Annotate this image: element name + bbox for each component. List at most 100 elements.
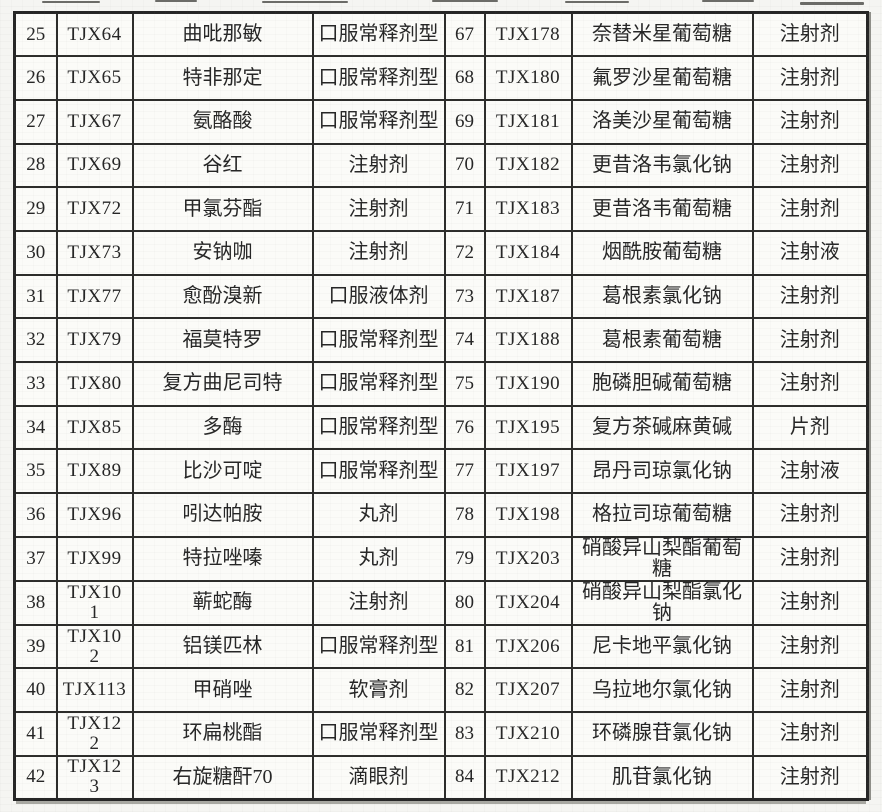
cell-drug-code: TJX113 — [55, 667, 134, 714]
table-row: 25 TJX64 曲吡那敏 口服常释剂型 67 TJX178 奈替米星葡萄糖 注射剂 — [13, 11, 869, 58]
drug-list-table: 25 TJX64 曲吡那敏 口服常释剂型 67 TJX178 奈替米星葡萄糖 注射剂 26 TJX… — [13, 11, 869, 801]
cell-drug-name: 甲硝唑 — [131, 667, 314, 714]
cell-drug-name: 比沙可啶 — [131, 448, 314, 495]
cell-row-no: 29 — [13, 186, 58, 232]
cell-row-no: 73 — [443, 273, 486, 320]
cell-drug-name: 葛根素氯化钠 — [570, 273, 754, 320]
cell-drug-code: TJX122 — [55, 711, 134, 757]
cell-drug-name: 葛根素葡萄糖 — [570, 317, 754, 363]
table-row: 41 TJX122 环扁桃酯 口服常释剂型 83 TJX210 环磷腺苷氯化钠 注射剂 — [13, 711, 869, 757]
cell-drug-code: TJX187 — [483, 273, 573, 320]
cell-drug-code: TJX77 — [55, 273, 134, 320]
cell-row-no: 41 — [13, 711, 58, 757]
cell-dosage-form: 注射剂 — [311, 186, 446, 232]
cell-drug-name: 硝酸异山梨酯葡萄糖 — [570, 535, 754, 582]
cell-dosage-form: 口服常释剂型 — [311, 98, 446, 145]
cell-drug-code: TJX89 — [55, 448, 134, 495]
cell-row-no: 70 — [443, 142, 486, 189]
cell-drug-name: 右旋糖酐70 — [131, 754, 314, 801]
cell-row-no: 81 — [443, 623, 486, 670]
scan-artifact — [262, 1, 348, 3]
cell-dosage-form: 软膏剂 — [311, 667, 446, 714]
cell-row-no: 74 — [443, 317, 486, 363]
cell-dosage-form: 注射剂 — [751, 142, 869, 189]
cell-drug-code: TJX207 — [483, 667, 573, 714]
cell-drug-code: TJX182 — [483, 142, 573, 189]
cell-drug-name: 氨酪酸 — [131, 98, 314, 145]
cell-dosage-form: 注射剂 — [751, 186, 869, 232]
cell-dosage-form: 口服常释剂型 — [311, 448, 446, 495]
cell-drug-code: TJX203 — [483, 535, 573, 582]
cell-dosage-form: 口服常释剂型 — [311, 317, 446, 363]
cell-drug-code: TJX206 — [483, 623, 573, 670]
cell-drug-name: 环扁桃酯 — [131, 711, 314, 757]
cell-drug-code: TJX80 — [55, 361, 134, 407]
cell-dosage-form: 注射剂 — [751, 98, 869, 145]
cell-dosage-form: 注射液 — [751, 448, 869, 495]
table-row: 35 TJX89 比沙可啶 口服常释剂型 77 TJX197 昂丹司琼氯化钠 注射液 — [13, 448, 869, 495]
cell-drug-code: TJX85 — [55, 404, 134, 451]
scan-artifact — [432, 0, 498, 2]
cell-dosage-form: 注射剂 — [751, 55, 869, 101]
cell-dosage-form: 注射剂 — [751, 579, 869, 626]
cell-drug-code: TJX181 — [483, 98, 573, 145]
cell-dosage-form: 注射剂 — [751, 492, 869, 538]
cell-dosage-form: 注射剂 — [751, 535, 869, 582]
table-row: 26 TJX65 特非那定 口服常释剂型 68 TJX180 氟罗沙星葡萄糖 注射剂 — [13, 55, 869, 101]
cell-row-no: 26 — [13, 55, 58, 101]
cell-dosage-form: 丸剂 — [311, 492, 446, 538]
cell-dosage-form: 丸剂 — [311, 535, 446, 582]
cell-drug-code: TJX123 — [55, 754, 134, 801]
cell-drug-name: 吲达帕胺 — [131, 492, 314, 538]
cell-drug-name: 烟酰胺葡萄糖 — [570, 229, 754, 276]
cell-dosage-form: 口服常释剂型 — [311, 711, 446, 757]
cell-drug-name: 福莫特罗 — [131, 317, 314, 363]
cell-drug-name: 胞磷胆碱葡萄糖 — [570, 361, 754, 407]
cell-dosage-form: 口服液体剂 — [311, 273, 446, 320]
table-row: 29 TJX72 甲氯芬酯 注射剂 71 TJX183 更昔洛韦葡萄糖 注射剂 — [13, 186, 869, 232]
cell-dosage-form: 口服常释剂型 — [311, 361, 446, 407]
cell-drug-name: 更昔洛韦氯化钠 — [570, 142, 754, 189]
cell-dosage-form: 注射剂 — [751, 667, 869, 714]
cell-drug-name: 奈替米星葡萄糖 — [570, 11, 754, 58]
cell-drug-code: TJX79 — [55, 317, 134, 363]
cell-row-no: 77 — [443, 448, 486, 495]
cell-drug-name: 甲氯芬酯 — [131, 186, 314, 232]
cell-drug-name: 乌拉地尔氯化钠 — [570, 667, 754, 714]
cell-row-no: 27 — [13, 98, 58, 145]
cell-drug-name: 铝镁匹林 — [131, 623, 314, 670]
table-row: 27 TJX67 氨酪酸 口服常释剂型 69 TJX181 洛美沙星葡萄糖 注射剂 — [13, 98, 869, 145]
cell-drug-code: TJX101 — [55, 579, 134, 626]
cell-drug-code: TJX67 — [55, 98, 134, 145]
cell-row-no: 71 — [443, 186, 486, 232]
table-row: 38 TJX101 蕲蛇酶 注射剂 80 TJX204 硝酸异山梨酯氯化钠 注射剂 — [13, 579, 869, 626]
scan-artifact — [155, 0, 197, 2]
cell-drug-name: 昂丹司琼氯化钠 — [570, 448, 754, 495]
table-row: 42 TJX123 右旋糖酐70 滴眼剂 84 TJX212 肌苷氯化钠 注射剂 — [13, 754, 869, 801]
cell-row-no: 80 — [443, 579, 486, 626]
cell-row-no: 37 — [13, 535, 58, 582]
cell-drug-name: 肌苷氯化钠 — [570, 754, 754, 801]
cell-dosage-form: 注射剂 — [751, 711, 869, 757]
cell-dosage-form: 口服常释剂型 — [311, 404, 446, 451]
cell-drug-code: TJX184 — [483, 229, 573, 276]
cell-drug-name: 谷红 — [131, 142, 314, 189]
cell-row-no: 83 — [443, 711, 486, 757]
cell-dosage-form: 注射液 — [751, 229, 869, 276]
table-row: 34 TJX85 多酶 口服常释剂型 76 TJX195 复方茶碱麻黄碱 片剂 — [13, 404, 869, 451]
cell-drug-code: TJX96 — [55, 492, 134, 538]
cell-dosage-form: 注射剂 — [311, 142, 446, 189]
cell-row-no: 42 — [13, 754, 58, 801]
scan-artifact — [702, 0, 754, 2]
cell-row-no: 25 — [13, 11, 58, 58]
cell-dosage-form: 口服常释剂型 — [311, 11, 446, 58]
cell-row-no: 38 — [13, 579, 58, 626]
cell-drug-code: TJX212 — [483, 754, 573, 801]
table-row: 31 TJX77 愈酚溴新 口服液体剂 73 TJX187 葛根素氯化钠 注射剂 — [13, 273, 869, 320]
cell-row-no: 36 — [13, 492, 58, 538]
cell-drug-name: 复方茶碱麻黄碱 — [570, 404, 754, 451]
cell-drug-code: TJX198 — [483, 492, 573, 538]
cell-drug-code: TJX99 — [55, 535, 134, 582]
cell-row-no: 68 — [443, 55, 486, 101]
